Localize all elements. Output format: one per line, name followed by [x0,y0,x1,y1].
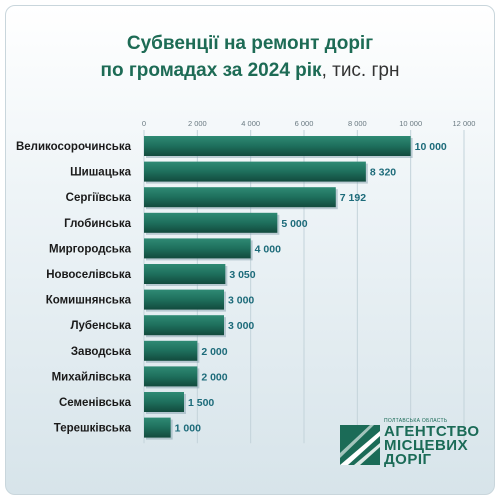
category-label: Заводська [71,346,132,358]
data-label: 2 000 [201,371,227,383]
title-line-1: Субвенції на ремонт доріг [126,33,374,54]
bar [144,212,278,233]
road-logo-icon [340,425,380,465]
data-label: 10 000 [415,141,447,153]
category-label: Лубенська [70,320,131,332]
x-tick-label: 2 000 [188,119,207,128]
data-label: 3 000 [228,320,254,332]
category-label: Семенівська [59,397,132,409]
x-tick-label: 10 000 [399,119,422,128]
x-tick-label: 8 000 [348,119,367,128]
category-label: Глобинська [64,218,131,230]
bar [144,136,411,156]
bar [144,289,224,310]
x-tick-label: 12 000 [453,119,476,128]
logo-line-3: ДОРІГ [384,451,432,468]
bar [144,366,198,387]
category-label: Новоселівська [46,269,131,281]
category-label: Шишацька [70,167,132,179]
data-label: 1 000 [175,423,201,435]
data-label: 2 000 [201,346,227,358]
chart-title: Субвенції на ремонт доріг по громадах за… [0,30,500,84]
title-line-2-text: по громадах за 2024 рік [100,60,322,81]
category-label: Комишнянська [46,295,132,307]
bar [144,238,251,259]
category-label: Терешківська [54,423,132,435]
agency-logo: ПОЛТАВСЬКА ОБЛАСТЬ АГЕНТСТВО МІСЦЕВИХ ДО… [340,415,490,470]
data-label: 8 320 [370,167,396,179]
x-tick-label: 0 [142,119,146,128]
category-label: Миргородська [49,243,132,255]
data-label: 5 000 [281,218,307,230]
bar [144,392,184,412]
category-label: Великосорочинська [16,141,132,153]
x-tick-label: 4 000 [241,119,260,128]
bar [144,340,198,361]
data-label: 4 000 [255,243,281,255]
data-label: 7 192 [340,192,366,204]
bar [144,417,171,438]
logo-region: ПОЛТАВСЬКА ОБЛАСТЬ [384,418,448,424]
bar [144,161,366,182]
category-label: Сергіївська [66,192,132,204]
bar [144,264,226,284]
logo-line-2: МІСЦЕВИХ [384,437,469,454]
x-tick-label: 6 000 [295,119,314,128]
logo-name: АГЕНТСТВО МІСЦЕВИХ ДОРІГ [384,423,480,468]
title-unit: , тис. грн [321,60,400,81]
data-label: 3 050 [229,269,255,281]
category-label: Михайлівська [52,371,132,383]
title-line-2: по громадах за 2024 рік, тис. грн [0,57,500,84]
data-label: 1 500 [188,397,214,409]
bar [144,187,336,208]
logo-line-1: АГЕНТСТВО [384,423,480,440]
data-label: 3 000 [228,295,254,307]
bar [144,315,224,336]
